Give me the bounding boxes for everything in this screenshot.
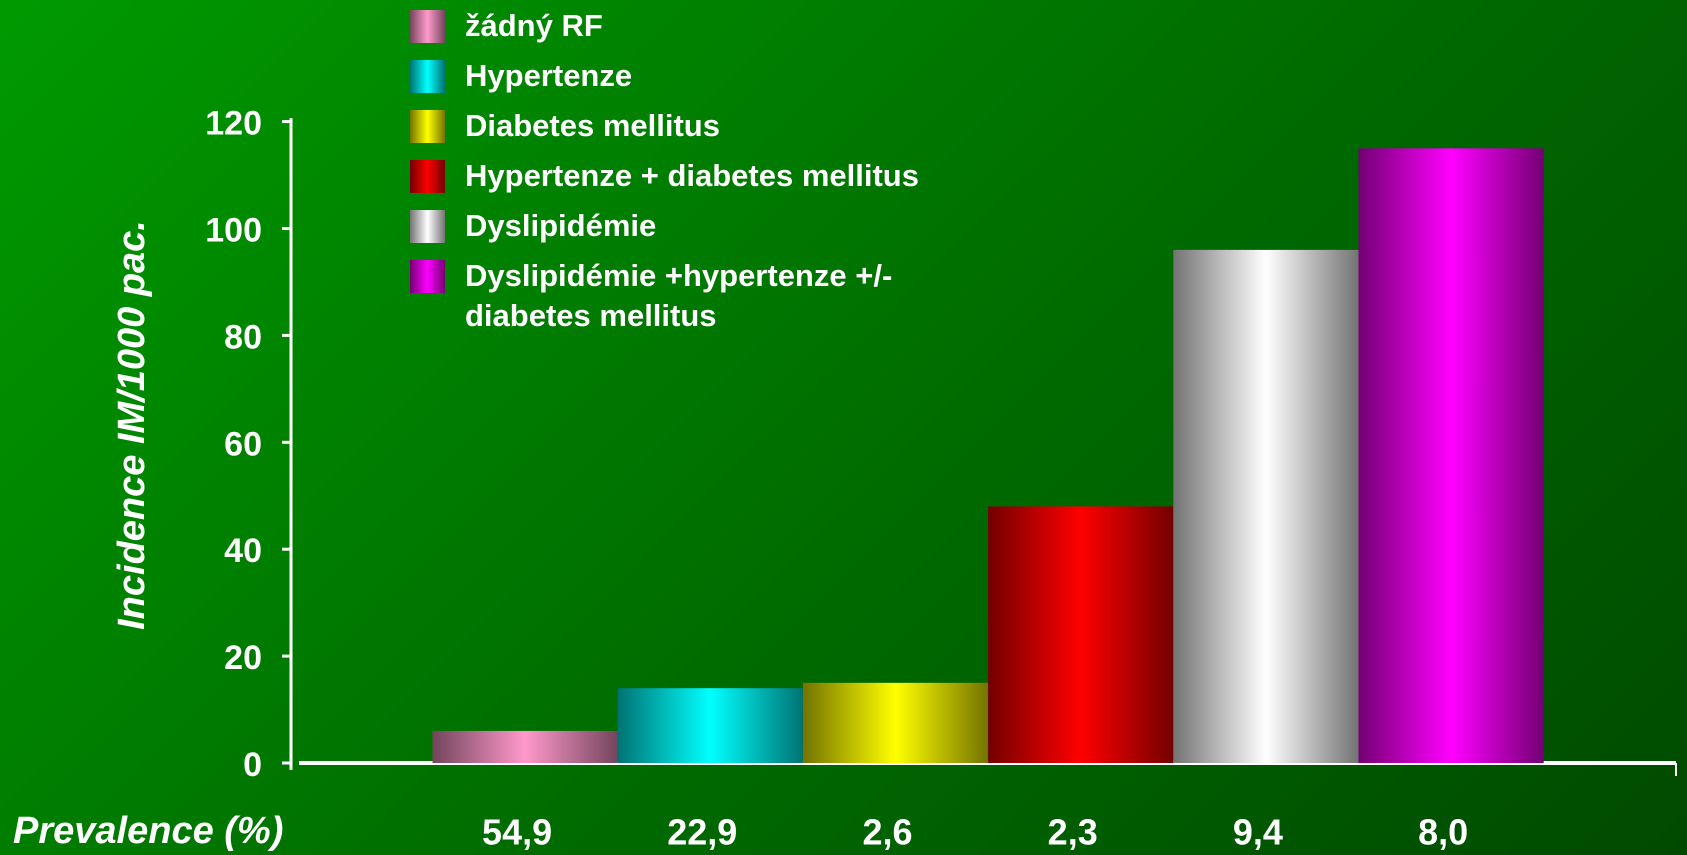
y-tick-label: 20 [224,639,262,677]
y-tick-label: 0 [243,746,262,784]
legend-swatch [410,210,445,243]
x-tick-label: 8,0 [1418,812,1468,853]
legend-swatch [410,160,445,193]
x-axis-label: Prevalence (%) [13,810,283,852]
legend-item: žádný RF [410,6,1030,46]
bar [988,506,1174,763]
x-tick-label: 2,6 [862,812,912,853]
x-tick-label: 54,9 [482,812,552,853]
legend-label: Hypertenze + diabetes mellitus [465,158,919,193]
bar [802,682,989,763]
legend-label: Dyslipidémie +hypertenze +/- diabetes me… [465,258,893,333]
y-tick-label: 60 [224,425,262,463]
x-tick-label: 2,3 [1048,812,1098,853]
legend-item: Dyslipidémie [410,206,1030,246]
x-tick-label: 22,9 [667,812,737,853]
legend-label: Diabetes mellitus [465,108,720,143]
bar [432,730,618,763]
legend-item: Hypertenze [410,56,1030,96]
x-tick-label: 9,4 [1233,812,1283,853]
legend-item: Hypertenze + diabetes mellitus [410,156,1030,196]
legend: žádný RF Hypertenze Diabetes mellitus Hyper… [410,6,1030,346]
bar [1358,148,1544,763]
legend-swatch [410,260,445,293]
legend-label: Hypertenze [465,58,633,93]
bar [617,688,803,763]
y-tick-label: 100 [205,211,262,249]
legend-label: žádný RF [465,8,603,43]
y-tick-label: 80 [224,318,262,356]
legend-swatch [410,10,445,43]
legend-label: Dyslipidémie [465,208,657,243]
legend-item: Dyslipidémie +hypertenze +/- diabetes me… [410,256,1030,336]
legend-swatch [410,110,445,143]
legend-item: Diabetes mellitus [410,106,1030,146]
y-tick-label: 120 [205,105,262,143]
y-tick-label: 40 [224,532,262,570]
y-axis-label: Incidence IM/1000 pac. [111,220,153,630]
legend-swatch [410,60,445,93]
bar [1173,249,1359,763]
